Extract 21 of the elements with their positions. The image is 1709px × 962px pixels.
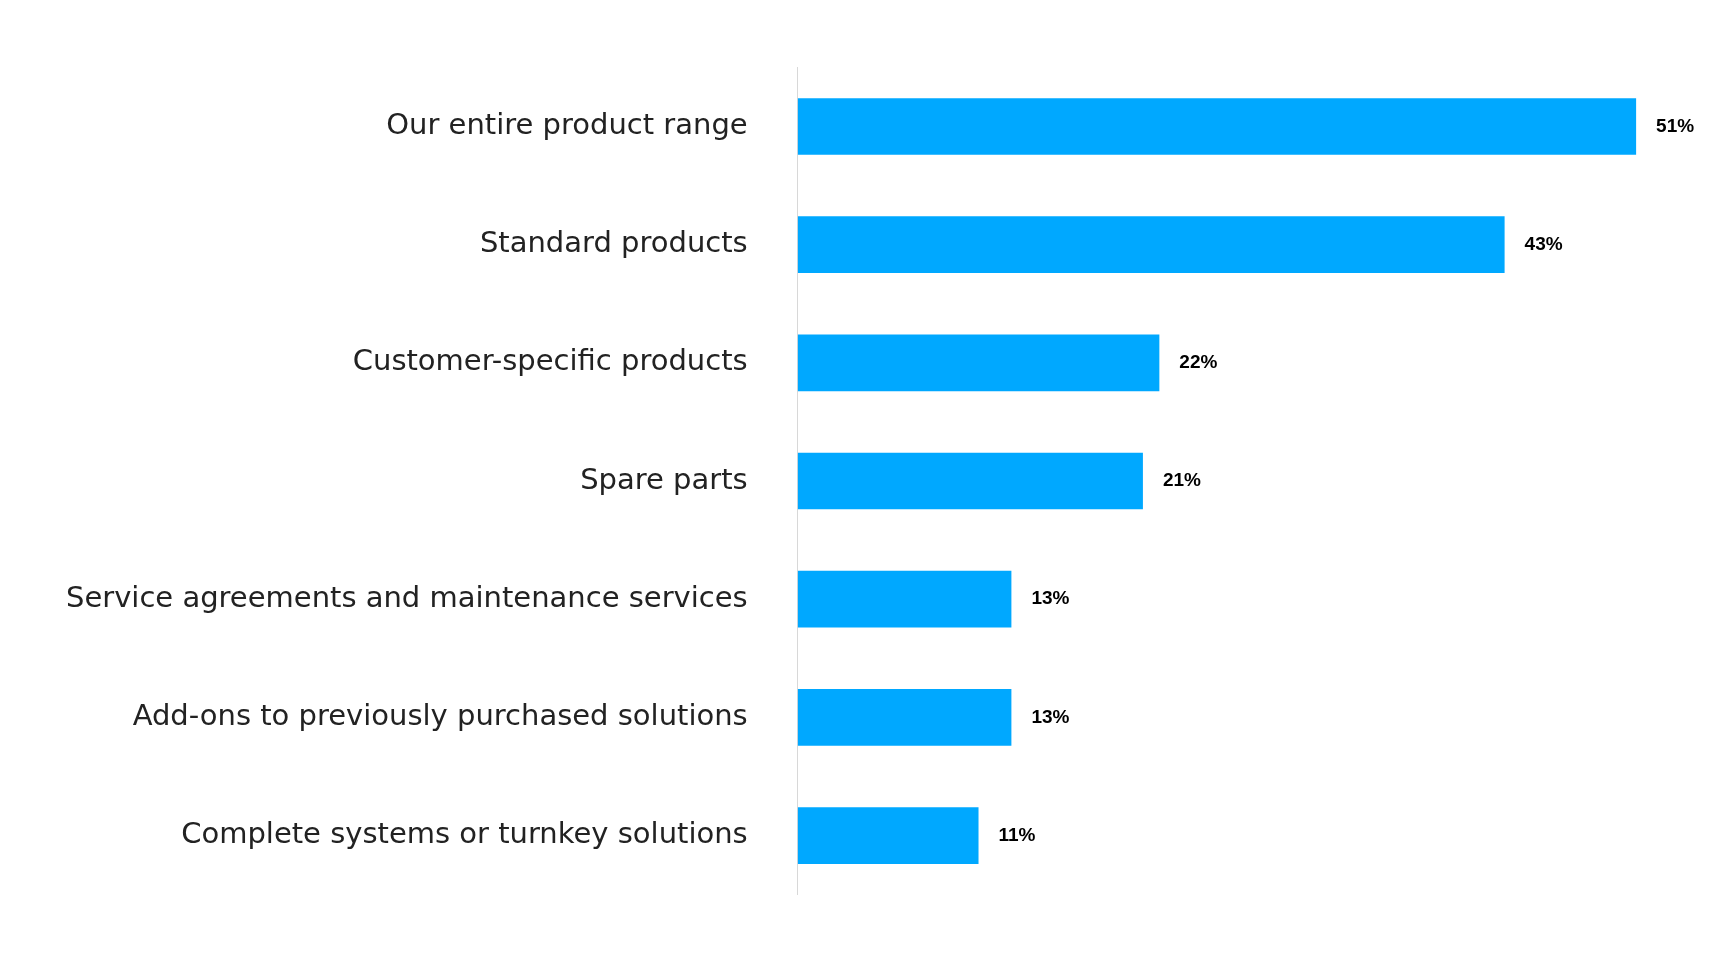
y-tick-label: Customer-specific products xyxy=(352,343,748,378)
y-tick-label: Our entire product range xyxy=(386,107,748,142)
bar xyxy=(797,216,1505,274)
bar xyxy=(797,807,979,864)
data-label: 13% xyxy=(1031,705,1070,727)
data-label: 13% xyxy=(1031,587,1070,609)
data-label: 43% xyxy=(1524,232,1563,254)
data-label: 11% xyxy=(998,823,1036,845)
y-tick-label: Service agreements and maintenance services xyxy=(66,579,748,614)
bar xyxy=(797,452,1143,510)
data-label: 21% xyxy=(1162,469,1202,491)
bar xyxy=(797,570,1012,628)
data-label: 51% xyxy=(1656,114,1695,136)
bar xyxy=(797,688,1012,746)
y-tick-label: Add-ons to previously purchased solutions xyxy=(132,697,748,732)
data-label: 22% xyxy=(1179,351,1218,373)
y-tick-label: Standard products xyxy=(479,225,748,260)
bar xyxy=(797,98,1637,155)
y-tick-label: Spare parts xyxy=(580,461,748,496)
bar xyxy=(797,334,1160,392)
y-tick-label: Complete systems or turnkey solutions xyxy=(181,816,748,851)
